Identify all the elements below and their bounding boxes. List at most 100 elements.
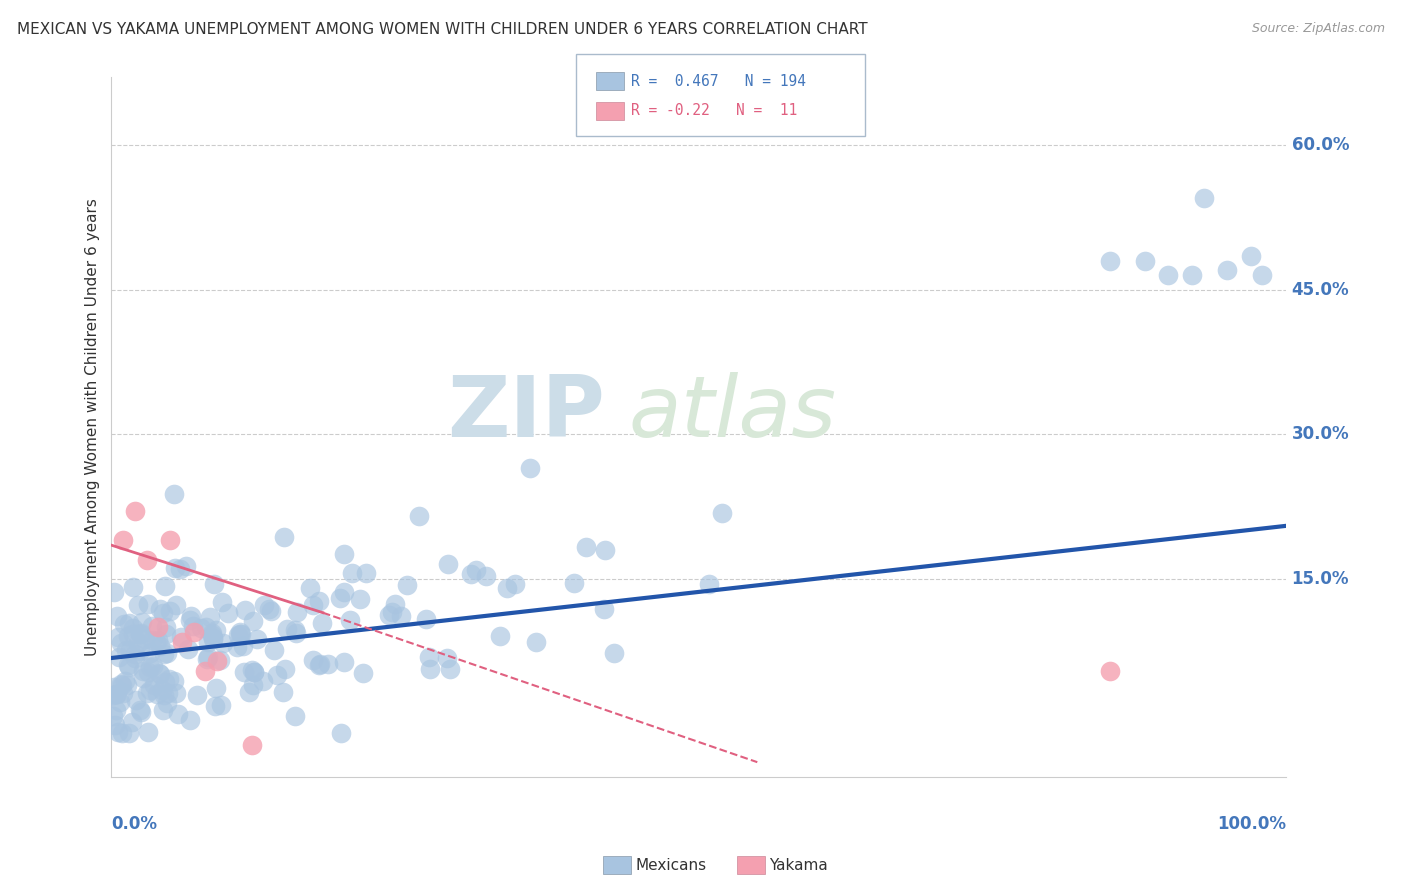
- Point: [114, 617, 136, 632]
- Point: [242, 614, 264, 628]
- Point: [149, 667, 172, 681]
- Point: [201, 625, 224, 640]
- Point: [209, 698, 232, 713]
- Point: [105, 609, 128, 624]
- Point: [101, 709, 124, 723]
- Point: [418, 649, 440, 664]
- Text: 45.0%: 45.0%: [1292, 281, 1350, 299]
- Point: [711, 506, 734, 520]
- Point: [118, 642, 141, 657]
- Point: [181, 619, 204, 633]
- Point: [139, 683, 162, 698]
- Point: [257, 601, 280, 615]
- Point: [195, 652, 218, 666]
- Point: [146, 632, 169, 647]
- Point: [229, 624, 252, 639]
- Point: [127, 635, 149, 649]
- Point: [139, 646, 162, 660]
- Point: [190, 621, 212, 635]
- Point: [118, 660, 141, 674]
- Point: [141, 619, 163, 633]
- Point: [316, 657, 339, 671]
- Text: 30.0%: 30.0%: [1292, 425, 1350, 443]
- Point: [233, 665, 256, 679]
- Point: [205, 681, 228, 695]
- Point: [159, 533, 181, 548]
- Point: [105, 687, 128, 701]
- Point: [212, 636, 235, 650]
- Point: [333, 655, 356, 669]
- Point: [132, 664, 155, 678]
- Point: [437, 558, 460, 572]
- Point: [129, 644, 152, 658]
- Point: [117, 629, 139, 643]
- Point: [156, 696, 179, 710]
- Point: [131, 615, 153, 629]
- Point: [1239, 249, 1261, 263]
- Point: [229, 627, 252, 641]
- Point: [128, 703, 150, 717]
- Point: [118, 726, 141, 740]
- Point: [108, 695, 131, 709]
- Point: [111, 686, 134, 700]
- Point: [381, 605, 404, 619]
- Point: [204, 699, 226, 714]
- Point: [232, 639, 254, 653]
- Point: [333, 584, 356, 599]
- Point: [252, 674, 274, 689]
- Point: [229, 627, 252, 641]
- Point: [284, 709, 307, 723]
- Point: [110, 676, 132, 690]
- Point: [136, 725, 159, 739]
- Point: [195, 620, 218, 634]
- Point: [419, 662, 441, 676]
- Point: [208, 653, 231, 667]
- Point: [179, 713, 201, 727]
- Point: [156, 646, 179, 660]
- Point: [165, 686, 187, 700]
- Point: [142, 677, 165, 691]
- Point: [389, 608, 412, 623]
- Point: [121, 621, 143, 635]
- Point: [474, 569, 496, 583]
- Point: [179, 613, 201, 627]
- Point: [1157, 268, 1180, 282]
- Point: [238, 685, 260, 699]
- Point: [396, 577, 419, 591]
- Point: [233, 603, 256, 617]
- Point: [155, 674, 177, 689]
- Point: [378, 608, 401, 623]
- Point: [163, 674, 186, 689]
- Point: [170, 634, 193, 648]
- Point: [266, 667, 288, 681]
- Point: [1098, 664, 1121, 678]
- Point: [141, 632, 163, 647]
- Point: [352, 665, 374, 680]
- Point: [339, 614, 361, 628]
- Point: [276, 622, 298, 636]
- Point: [152, 703, 174, 717]
- Point: [201, 632, 224, 646]
- Text: 15.0%: 15.0%: [1292, 570, 1350, 588]
- Point: [311, 616, 333, 631]
- Point: [202, 631, 225, 645]
- Point: [103, 680, 125, 694]
- Point: [146, 688, 169, 702]
- Point: [165, 561, 187, 575]
- Point: [107, 725, 129, 739]
- Point: [183, 624, 205, 639]
- Point: [284, 626, 307, 640]
- Point: [592, 602, 614, 616]
- Y-axis label: Unemployment Among Women with Children Under 6 years: Unemployment Among Women with Children U…: [86, 198, 100, 656]
- Point: [503, 577, 526, 591]
- Point: [103, 585, 125, 599]
- Point: [186, 688, 208, 702]
- Point: [114, 673, 136, 688]
- Point: [134, 632, 156, 646]
- Point: [298, 581, 321, 595]
- Point: [260, 604, 283, 618]
- Point: [349, 592, 371, 607]
- Point: [197, 650, 219, 665]
- Point: [129, 706, 152, 720]
- Point: [1216, 263, 1239, 277]
